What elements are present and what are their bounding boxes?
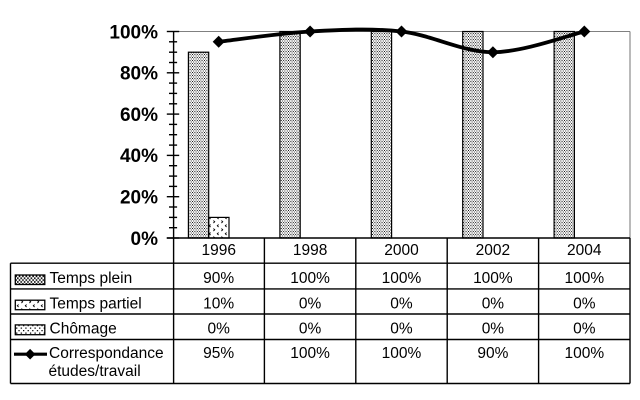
svg-text:100%: 100% [109, 22, 158, 43]
svg-text:100%: 100% [290, 270, 330, 287]
svg-text:Temps partiel: Temps partiel [50, 295, 142, 312]
svg-text:études/travail: études/travail [49, 363, 141, 380]
svg-text:100%: 100% [382, 345, 422, 362]
svg-text:100%: 100% [290, 345, 330, 362]
svg-text:0%: 0% [299, 295, 322, 312]
svg-text:0%: 0% [131, 229, 159, 250]
svg-text:Temps plein: Temps plein [50, 270, 133, 287]
svg-text:2004: 2004 [567, 242, 602, 259]
svg-text:95%: 95% [203, 345, 234, 362]
svg-text:100%: 100% [564, 345, 604, 362]
svg-text:0%: 0% [390, 321, 413, 338]
svg-text:0%: 0% [573, 295, 596, 312]
svg-text:80%: 80% [120, 64, 158, 85]
svg-text:1998: 1998 [293, 242, 327, 259]
svg-text:Chômage: Chômage [50, 321, 117, 338]
svg-text:1996: 1996 [201, 242, 235, 259]
svg-text:0%: 0% [207, 321, 230, 338]
svg-text:2002: 2002 [476, 242, 510, 259]
svg-text:20%: 20% [120, 188, 158, 209]
svg-text:2000: 2000 [384, 242, 419, 259]
svg-text:100%: 100% [382, 270, 422, 287]
svg-text:60%: 60% [120, 105, 158, 126]
svg-text:10%: 10% [203, 295, 234, 312]
svg-text:90%: 90% [477, 345, 508, 362]
svg-text:Correspondance: Correspondance [49, 345, 164, 362]
svg-text:0%: 0% [573, 321, 596, 338]
svg-text:40%: 40% [120, 146, 158, 167]
svg-text:100%: 100% [564, 270, 604, 287]
svg-text:0%: 0% [482, 321, 505, 338]
svg-text:100%: 100% [473, 270, 513, 287]
svg-text:0%: 0% [390, 295, 413, 312]
svg-text:90%: 90% [203, 270, 234, 287]
svg-text:0%: 0% [299, 321, 322, 338]
svg-text:0%: 0% [482, 295, 505, 312]
